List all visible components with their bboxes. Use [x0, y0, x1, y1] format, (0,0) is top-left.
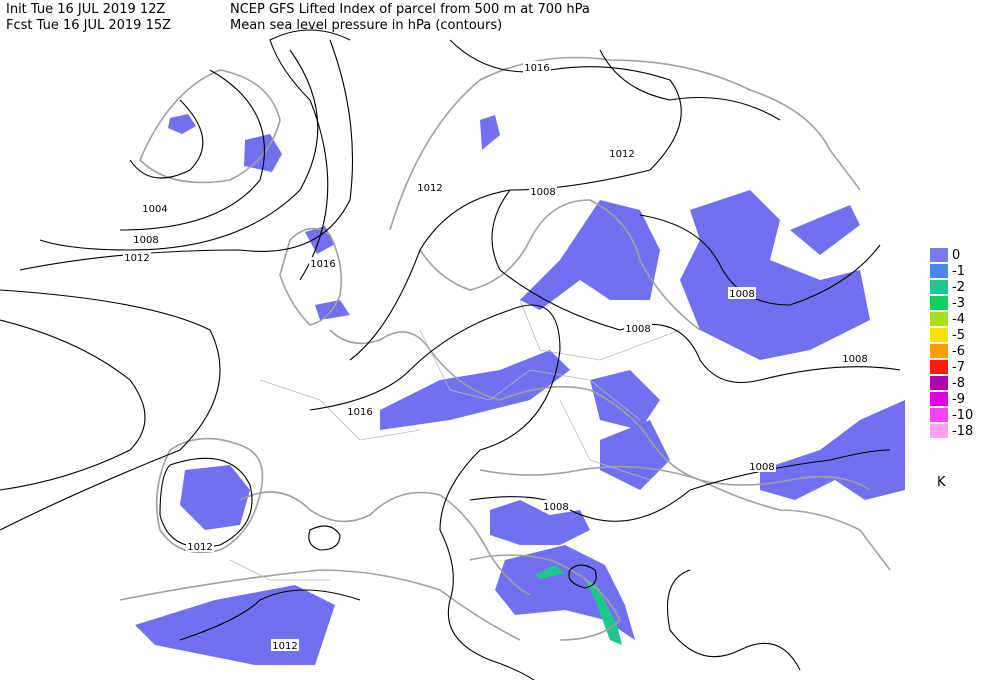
- legend-swatch: [930, 280, 948, 294]
- contour-label: 1012: [417, 183, 442, 194]
- legend-label: -5: [952, 328, 965, 343]
- contour-label-bg: [132, 233, 160, 245]
- contour-label: 1016: [524, 63, 549, 74]
- contour-label-bg: [346, 405, 374, 417]
- legend-swatch: [930, 248, 948, 262]
- legend-swatch: [930, 328, 948, 342]
- contour-labels: 1016 1012 1012 1008 1004 1008 1012 1016 1008 1008…: [123, 61, 869, 652]
- legend-swatch: [930, 408, 948, 422]
- contour-label: 1008: [625, 324, 650, 335]
- legend-label: -9: [952, 392, 965, 407]
- init-time: Init Tue 16 JUL 2019 12Z: [6, 2, 165, 17]
- legend-swatch: [930, 392, 948, 406]
- contour-label-bg: [186, 540, 214, 552]
- legend-swatch: [930, 344, 948, 358]
- isobars: [0, 29, 901, 684]
- contour-label-bg: [271, 639, 299, 651]
- contour-label-bg: [841, 352, 869, 364]
- contour-label: 1008: [749, 462, 774, 473]
- legend-swatch: [930, 312, 948, 326]
- contour-label: 1008: [543, 502, 568, 513]
- legend-swatch: [930, 424, 948, 438]
- contour-label: 1016: [347, 407, 372, 418]
- lifted-index-areas: [135, 114, 905, 665]
- contour-label: 1008: [530, 187, 555, 198]
- contour-label: 1012: [609, 149, 634, 160]
- contour-label-bg: [123, 251, 151, 263]
- forecast-time: Fcst Tue 16 JUL 2019 15Z: [6, 18, 171, 33]
- legend-label: -18: [952, 424, 973, 439]
- contour-label-bg: [728, 287, 756, 299]
- legend-label: -2: [952, 280, 965, 295]
- map-title: NCEP GFS Lifted Index of parcel from 500…: [230, 2, 590, 17]
- contour-label: 1004: [142, 204, 167, 215]
- contour-label: 1008: [133, 235, 158, 246]
- legend-label: -4: [952, 312, 965, 327]
- contour-label-bg: [748, 460, 776, 472]
- coastlines: [119, 56, 891, 641]
- legend-label: 0: [952, 248, 960, 263]
- legend-swatch: [930, 376, 948, 390]
- contour-label: 1012: [272, 641, 297, 652]
- contour-label-bg: [529, 185, 557, 197]
- contour-label-bg: [624, 322, 652, 334]
- legend: 0-1-2-3-4-5-6-7-8-9-10-18 K: [930, 248, 973, 490]
- contour-label: 1012: [124, 253, 149, 264]
- contour-label-bg: [608, 147, 636, 159]
- map-subtitle: Mean sea level pressure in hPa (contours…: [230, 18, 502, 33]
- legend-label: -7: [952, 360, 965, 375]
- legend-swatch: [930, 264, 948, 278]
- legend-swatch: [930, 296, 948, 310]
- contour-label-bg: [523, 61, 551, 73]
- contour-label-bg: [309, 257, 337, 269]
- contour-label-bg: [542, 500, 570, 512]
- contour-label-bg: [141, 202, 169, 214]
- legend-label: -10: [952, 408, 973, 423]
- legend-label: -6: [952, 344, 965, 359]
- contour-label: 1008: [729, 289, 754, 300]
- contour-label: 1016: [310, 259, 335, 270]
- legend-label: -3: [952, 296, 965, 311]
- legend-unit: K: [937, 475, 946, 490]
- contour-label: 1012: [187, 542, 212, 553]
- legend-swatch: [930, 360, 948, 374]
- legend-label: -1: [952, 264, 965, 279]
- contour-label-bg: [416, 181, 444, 193]
- contour-label: 1008: [842, 354, 867, 365]
- legend-label: -8: [952, 376, 965, 391]
